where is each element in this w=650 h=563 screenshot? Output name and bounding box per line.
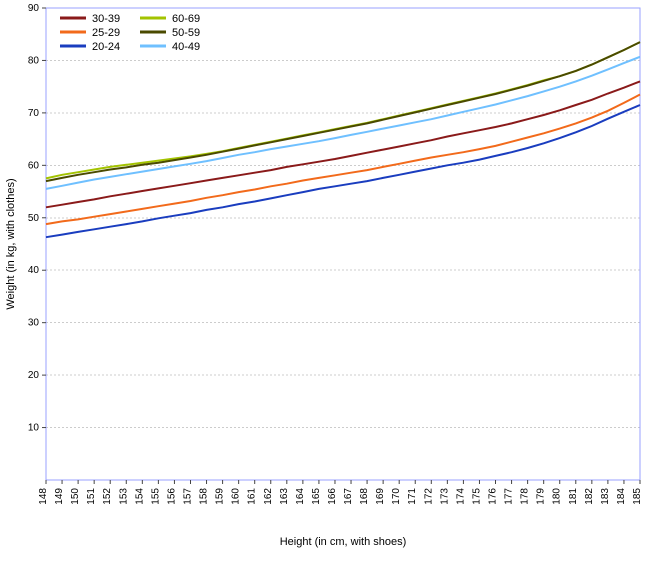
x-tick-label: 152 [102, 488, 113, 505]
legend-label: 60-69 [172, 13, 200, 25]
x-tick-label: 159 [215, 488, 226, 505]
y-tick-label: 80 [28, 55, 40, 66]
x-tick-label: 169 [375, 488, 386, 505]
x-tick-label: 163 [279, 488, 290, 505]
x-tick-label: 165 [311, 488, 322, 505]
x-tick-label: 171 [407, 488, 418, 505]
x-tick-label: 184 [616, 488, 627, 505]
y-tick-label: 40 [28, 265, 40, 276]
x-tick-label: 164 [295, 488, 306, 505]
x-tick-label: 166 [327, 488, 338, 505]
x-tick-label: 153 [118, 488, 129, 505]
x-tick-label: 181 [568, 488, 579, 505]
x-tick-label: 148 [38, 488, 49, 505]
y-axis-label: Weight (in kg, with clothes) [5, 178, 17, 309]
x-tick-label: 170 [391, 488, 402, 505]
x-tick-label: 182 [584, 488, 595, 505]
x-tick-label: 177 [504, 488, 515, 505]
x-tick-label: 167 [343, 488, 354, 505]
weight-height-chart: { "chart": { "type": "line", "width": 65… [0, 0, 650, 563]
x-tick-label: 183 [600, 488, 611, 505]
legend-label: 40-49 [172, 41, 200, 53]
y-tick-label: 50 [28, 213, 40, 224]
x-tick-label: 176 [488, 488, 499, 505]
x-tick-label: 178 [520, 488, 531, 505]
x-tick-label: 160 [231, 488, 242, 505]
x-tick-label: 168 [359, 488, 370, 505]
x-tick-label: 151 [86, 488, 97, 505]
x-tick-label: 157 [182, 488, 193, 505]
x-tick-label: 149 [54, 488, 65, 505]
y-tick-label: 70 [28, 108, 40, 119]
legend-label: 20-24 [92, 41, 120, 53]
y-tick-label: 20 [28, 370, 40, 381]
x-tick-label: 180 [552, 488, 563, 505]
x-tick-label: 174 [455, 488, 466, 505]
chart-svg: 10 20 30 40 50 60 70 80 90 148 149 150 151 152 153 154 1… [0, 0, 650, 563]
x-tick-label: 179 [536, 488, 547, 505]
x-tick-label: 150 [70, 488, 81, 505]
y-tick-label: 60 [28, 160, 40, 171]
y-tick-label: 30 [28, 318, 40, 329]
x-axis-label: Height (in cm, with shoes) [280, 536, 407, 548]
x-tick-label: 185 [632, 488, 643, 505]
legend-label: 50-59 [172, 27, 200, 39]
x-tick-label: 162 [263, 488, 274, 505]
x-tick-label: 161 [247, 488, 258, 505]
x-tick-label: 154 [134, 488, 145, 505]
x-tick-label: 158 [199, 488, 210, 505]
x-tick-label: 156 [166, 488, 177, 505]
y-tick-label: 10 [28, 423, 40, 434]
y-tick-label: 90 [28, 3, 40, 14]
legend-label: 30-39 [92, 13, 120, 25]
legend-label: 25-29 [92, 27, 120, 39]
x-tick-label: 173 [439, 488, 450, 505]
x-tick-label: 172 [423, 488, 434, 505]
x-tick-label: 155 [150, 488, 161, 505]
x-tick-label: 175 [471, 488, 482, 505]
